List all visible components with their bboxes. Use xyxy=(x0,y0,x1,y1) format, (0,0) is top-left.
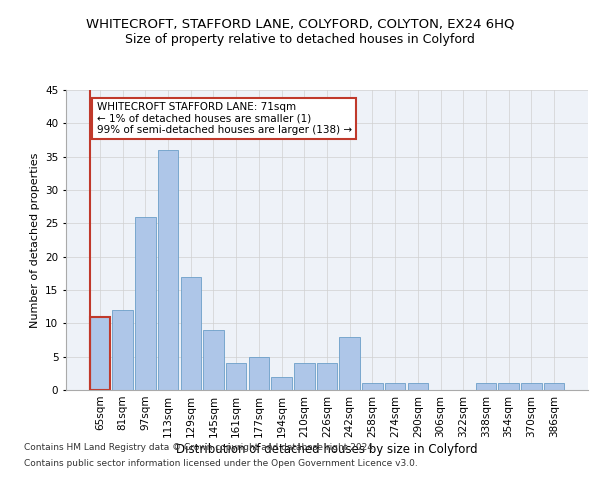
Bar xyxy=(476,384,496,390)
Bar xyxy=(407,384,428,390)
Text: WHITECROFT STAFFORD LANE: 71sqm
← 1% of detached houses are smaller (1)
99% of s: WHITECROFT STAFFORD LANE: 71sqm ← 1% of … xyxy=(97,102,352,135)
Bar xyxy=(340,336,360,390)
Text: WHITECROFT, STAFFORD LANE, COLYFORD, COLYTON, EX24 6HQ: WHITECROFT, STAFFORD LANE, COLYFORD, COL… xyxy=(86,18,514,30)
Text: Contains public sector information licensed under the Open Government Licence v3: Contains public sector information licen… xyxy=(24,459,418,468)
Bar xyxy=(203,330,224,390)
Bar xyxy=(362,384,383,390)
Bar xyxy=(317,364,337,390)
Bar xyxy=(271,376,292,390)
Bar xyxy=(294,364,314,390)
Text: Contains HM Land Registry data © Crown copyright and database right 2024.: Contains HM Land Registry data © Crown c… xyxy=(24,442,376,452)
Bar xyxy=(499,384,519,390)
Bar xyxy=(521,384,542,390)
Bar xyxy=(112,310,133,390)
Y-axis label: Number of detached properties: Number of detached properties xyxy=(29,152,40,328)
Bar xyxy=(248,356,269,390)
Bar xyxy=(226,364,247,390)
Bar xyxy=(181,276,201,390)
Bar xyxy=(385,384,406,390)
Bar xyxy=(544,384,564,390)
X-axis label: Distribution of detached houses by size in Colyford: Distribution of detached houses by size … xyxy=(176,442,478,456)
Bar xyxy=(90,316,110,390)
Bar xyxy=(158,150,178,390)
Bar xyxy=(135,216,155,390)
Text: Size of property relative to detached houses in Colyford: Size of property relative to detached ho… xyxy=(125,32,475,46)
